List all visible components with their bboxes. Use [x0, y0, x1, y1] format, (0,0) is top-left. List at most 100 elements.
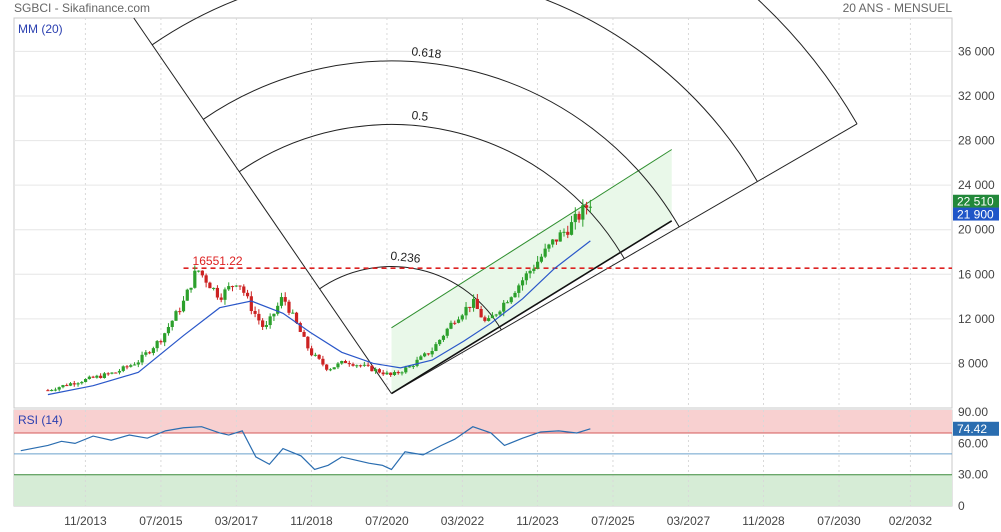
- candle-body: [347, 363, 351, 365]
- candle-body: [539, 256, 543, 262]
- candle-body: [498, 311, 502, 315]
- x-tick-label: 03/2017: [215, 514, 259, 528]
- candle-body: [208, 282, 212, 289]
- resistance-label: 16551.22: [193, 254, 243, 268]
- candle-body: [532, 268, 536, 271]
- candle-body: [547, 244, 551, 249]
- rsi-value-badge: [953, 421, 999, 436]
- candle-body: [72, 383, 76, 385]
- candle-body: [189, 287, 193, 290]
- candle-body: [490, 315, 495, 319]
- candle-body: [407, 366, 412, 368]
- candle-body: [87, 376, 91, 380]
- candle-body: [242, 286, 246, 293]
- candle-body: [392, 372, 397, 376]
- candle-body: [509, 297, 513, 303]
- x-tick-label: 02/2032: [889, 514, 933, 528]
- candle-body: [234, 285, 238, 287]
- candle-body: [460, 315, 464, 320]
- candle-body: [543, 248, 547, 257]
- candle-body: [374, 369, 378, 372]
- channel-lower-line: [391, 220, 673, 395]
- candle-body: [95, 375, 99, 378]
- rsi-y-tick-label: 60.00: [958, 436, 988, 450]
- ma-indicator-label: MM (20): [18, 22, 63, 36]
- fan-level-label: 0.618: [411, 44, 443, 61]
- candle-body: [279, 297, 284, 306]
- candle-body: [517, 285, 521, 293]
- candle-body: [166, 326, 171, 334]
- fan-base-line: [391, 123, 858, 394]
- candle-body: [110, 372, 114, 374]
- candle-body: [471, 298, 476, 308]
- candle-body: [494, 314, 498, 316]
- rsi-panel: RSI (14) 90.00 60.00 30.00 0 74.42: [13, 405, 999, 513]
- x-tick-label: 11/2028: [742, 514, 785, 528]
- fan-left-line: [133, 17, 392, 394]
- candle-body: [148, 352, 152, 354]
- candle-body: [106, 373, 110, 375]
- candle-body: [336, 363, 340, 368]
- fan-arc: [203, 60, 680, 228]
- candle-body: [566, 231, 570, 235]
- candle-body: [264, 325, 268, 327]
- candle-body: [588, 206, 592, 208]
- candle-body: [569, 222, 574, 235]
- price-panel-frame: [13, 17, 953, 409]
- candle-body: [351, 364, 355, 366]
- candle-body: [487, 318, 491, 321]
- candle-body: [276, 305, 280, 314]
- candle-body: [426, 353, 430, 355]
- candle-body: [505, 302, 510, 304]
- x-tick-label: 03/2022: [441, 514, 485, 528]
- candle-body: [411, 365, 415, 367]
- candle-body: [445, 328, 449, 336]
- candle-body: [562, 231, 566, 233]
- rsi-gridlines: [14, 410, 952, 506]
- candle-body: [558, 232, 562, 242]
- rsi-y-tick-label: 90.00: [958, 405, 988, 419]
- candle-body: [230, 286, 235, 288]
- candlesticks: [46, 199, 592, 392]
- rsi-line: [20, 426, 591, 471]
- chart-title: SGBCI - Sikafinance.com: [14, 1, 151, 15]
- x-tick-label: 07/2020: [365, 514, 409, 528]
- candle-body: [65, 385, 69, 387]
- candle-body: [453, 322, 457, 324]
- candle-body: [370, 365, 374, 372]
- y-tick-label: 20 000: [958, 223, 995, 237]
- x-tick-label: 11/2023: [516, 514, 559, 528]
- candle-body: [129, 365, 133, 367]
- candle-body: [302, 331, 306, 337]
- ma-price-badge: [953, 207, 999, 221]
- candle-body: [381, 372, 385, 375]
- candle-body: [355, 365, 359, 367]
- candle-body: [238, 285, 242, 287]
- candle-body: [584, 205, 589, 208]
- candle-body: [434, 344, 438, 351]
- candle-body: [114, 372, 118, 374]
- y-tick-label: 32 000: [958, 89, 995, 103]
- candle-body: [212, 287, 216, 289]
- candle-body: [219, 297, 223, 300]
- candle-body: [261, 320, 265, 327]
- candle-body: [554, 239, 559, 242]
- candle-body: [257, 313, 261, 321]
- candle-body: [200, 270, 204, 276]
- candle-body: [155, 341, 159, 349]
- rsi-y-tick-label: 30.00: [958, 468, 988, 482]
- candle-body: [144, 352, 148, 355]
- candle-body: [513, 292, 517, 298]
- candle-body: [298, 323, 302, 332]
- candle-body: [415, 359, 419, 366]
- y-tick-label: 36 000: [958, 44, 995, 58]
- x-tick-label: 07/2015: [139, 514, 183, 528]
- candle-body: [404, 367, 408, 373]
- candle-body: [204, 275, 208, 283]
- candle-body: [306, 336, 310, 349]
- rsi-y-axis: 90.00 60.00 30.00 0 74.42: [953, 405, 999, 513]
- ma-price-value: 21 900: [957, 208, 994, 222]
- candle-body: [313, 354, 317, 356]
- candle-body: [377, 369, 382, 373]
